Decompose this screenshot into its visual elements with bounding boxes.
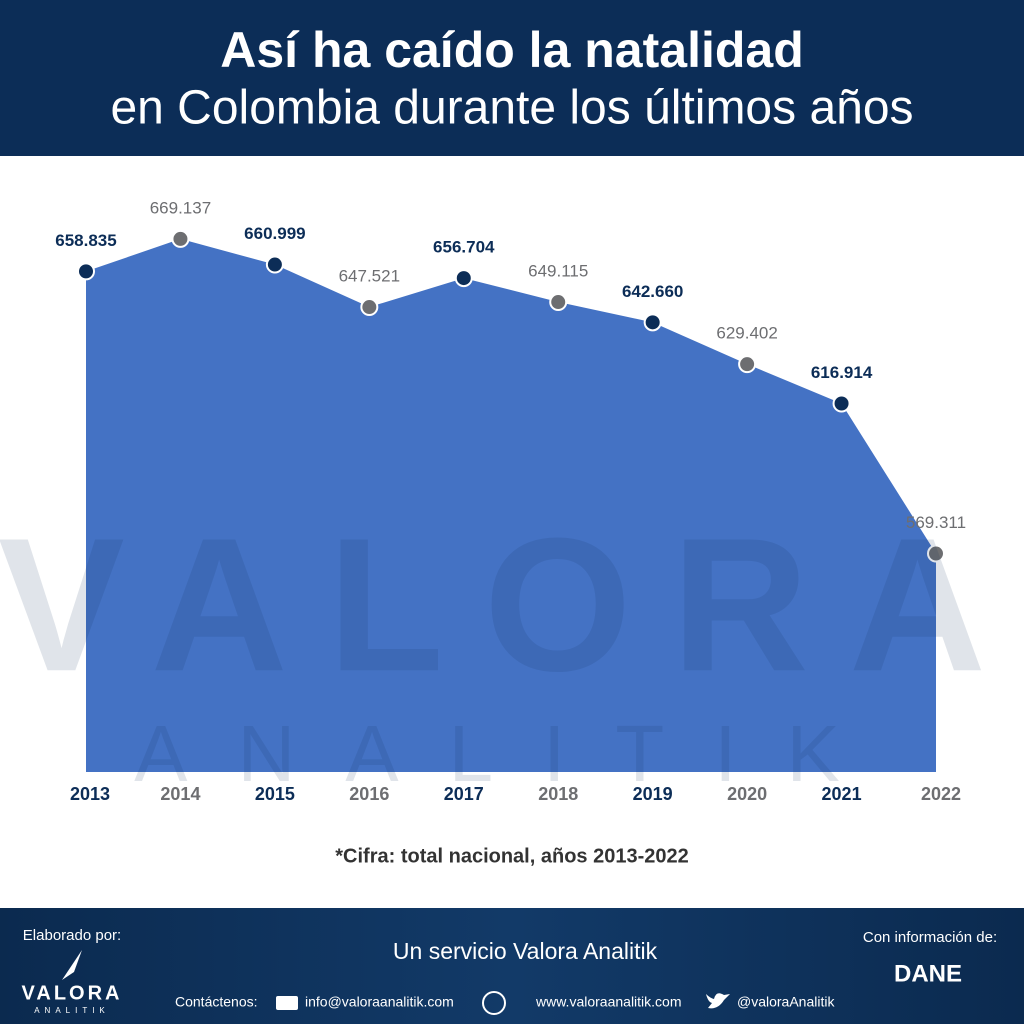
data-point xyxy=(643,313,662,332)
note: *Cifra: total nacional, años 2013-2022 xyxy=(335,845,688,867)
value-label: 569.311 xyxy=(906,513,966,532)
source: DANE xyxy=(894,960,962,987)
web: www.valoraanalitik.com xyxy=(535,994,682,1010)
x-tick-label: 2022 xyxy=(921,784,961,804)
value-label: 656.704 xyxy=(433,238,495,257)
data-point xyxy=(171,229,190,248)
logo: VALORA xyxy=(22,982,123,1004)
data-point xyxy=(454,269,473,288)
watermark-sub: ANALITIK xyxy=(134,709,890,798)
value-label: 658.835 xyxy=(55,231,116,250)
chart-title: Así ha caído la natalidad xyxy=(220,22,804,78)
value-label: 616.914 xyxy=(811,363,873,382)
x-tick-label: 2014 xyxy=(160,784,200,804)
plot: 658.835 2013 669.137 2014 660.999 2015 647.521… xyxy=(55,198,966,803)
x-tick-label: 2013 xyxy=(70,784,110,804)
chart-subtitle: en Colombia durante los últimos años xyxy=(110,82,913,135)
area xyxy=(86,238,936,772)
footer xyxy=(0,908,1024,1024)
logo-sub: ANALITIK xyxy=(34,1006,110,1015)
value-label: 649.115 xyxy=(528,261,588,280)
x-tick-label: 2016 xyxy=(349,784,389,804)
email: info@valoraanalitik.com xyxy=(305,994,454,1010)
service: Un servicio Valora Analitik xyxy=(393,938,658,964)
value-label: 647.521 xyxy=(339,267,400,286)
made-by: Elaborado por: xyxy=(23,927,121,944)
twitter: @valoraAnalitik xyxy=(737,994,835,1010)
data-point xyxy=(77,262,95,281)
data-point xyxy=(832,394,851,413)
value-label: 642.660 xyxy=(622,282,683,301)
data-point xyxy=(549,293,568,312)
value-label: 629.402 xyxy=(716,324,777,343)
email-icon xyxy=(276,996,298,1010)
data-point xyxy=(265,255,284,274)
x-tick-label: 2015 xyxy=(255,784,295,804)
contact-label: Contáctenos: xyxy=(175,994,258,1010)
data-point xyxy=(360,298,379,317)
data-point xyxy=(927,544,945,563)
x-tick-label: 2019 xyxy=(633,784,673,804)
source-label: Con información de: xyxy=(863,929,997,946)
x-tick-label: 2017 xyxy=(444,784,484,804)
value-label: 669.137 xyxy=(150,198,211,217)
watermark: VALORA ANALITIK xyxy=(0,499,1024,798)
value-label: 660.999 xyxy=(244,224,305,243)
x-tick-label: 2020 xyxy=(727,784,767,804)
twitter-icon xyxy=(706,993,730,1009)
x-tick-label: 2018 xyxy=(538,784,578,804)
header xyxy=(0,0,1024,156)
watermark-brand: VALORA xyxy=(0,499,1024,711)
web-icon xyxy=(482,991,506,1015)
x-tick-label: 2021 xyxy=(822,784,862,804)
logo-icon xyxy=(62,950,82,980)
data-point xyxy=(738,355,757,374)
